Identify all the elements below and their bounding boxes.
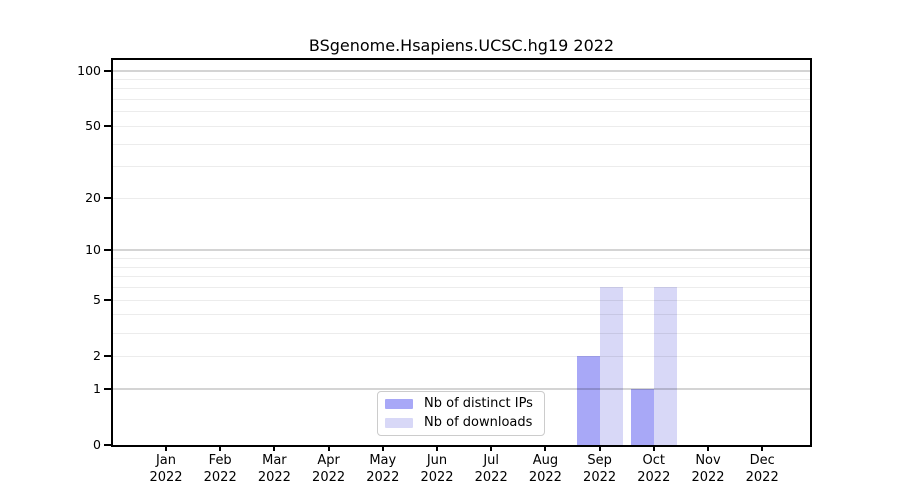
minor-gridline — [113, 143, 810, 145]
x-tick-label-month: Jun — [426, 453, 448, 468]
x-tick-label-month: Apr — [317, 453, 340, 468]
bar-nb-of-distinct-ips-oct — [630, 388, 654, 445]
x-tick — [707, 446, 709, 451]
x-tick-label-year: 2022 — [637, 470, 671, 485]
y-tick-label: 0 — [93, 437, 101, 452]
minor-gridline — [113, 125, 810, 127]
major-gridline — [113, 69, 810, 72]
legend-label-downloads: Nb of downloads — [424, 414, 533, 430]
y-tick-label: 100 — [77, 62, 101, 78]
bar-nb-of-distinct-ips-sep — [576, 355, 600, 445]
x-tick-label-month: Sep — [587, 453, 612, 468]
x-tick-label: Sep 2022 — [570, 452, 630, 486]
legend-swatch-distinct-ips-icon — [385, 399, 413, 410]
x-tick-label-year: 2022 — [691, 470, 725, 485]
y-tick-label: 1 — [93, 380, 101, 396]
y-tick-label: 10 — [85, 242, 101, 258]
minor-gridline — [113, 276, 810, 278]
x-tick-label-year: 2022 — [203, 470, 237, 485]
y-tick — [104, 387, 111, 390]
plot-inner-layer — [113, 60, 810, 445]
x-tick — [761, 446, 764, 451]
minor-gridline — [113, 299, 810, 301]
x-tick-label-year: 2022 — [420, 470, 454, 485]
x-tick — [598, 446, 601, 451]
y-tick — [104, 249, 111, 252]
y-tick-label: 5 — [93, 291, 101, 307]
x-tick-label: Feb 2022 — [190, 452, 250, 486]
x-tick — [381, 446, 384, 451]
x-tick-label: Jul 2022 — [461, 452, 521, 486]
minor-gridline — [113, 197, 810, 199]
y-tick — [104, 298, 111, 301]
bar-nb-of-downloads-oct — [653, 287, 677, 445]
x-tick-label: Jan 2022 — [136, 452, 196, 486]
minor-gridline — [113, 314, 810, 316]
minor-gridline — [113, 78, 810, 80]
x-tick-label: Dec 2022 — [732, 452, 792, 486]
y-tick-label: 20 — [85, 189, 101, 205]
x-tick — [544, 446, 547, 451]
x-tick-label: Aug 2022 — [515, 452, 575, 486]
major-gridline — [113, 387, 810, 390]
y-tick — [104, 354, 111, 357]
x-tick-label: Oct 2022 — [624, 452, 684, 486]
plot-area — [111, 58, 812, 447]
x-tick — [652, 446, 655, 451]
x-tick — [219, 446, 222, 451]
x-tick-label-month: Nov — [695, 453, 721, 468]
x-tick-label: Mar 2022 — [244, 452, 304, 486]
minor-gridline — [113, 88, 810, 90]
minor-gridline — [113, 166, 810, 168]
x-tick-label-month: May — [369, 453, 397, 468]
minor-gridline — [113, 258, 810, 260]
x-tick-label-year: 2022 — [583, 470, 617, 485]
y-tick-label: 50 — [85, 117, 101, 133]
y-tick — [104, 124, 111, 127]
x-tick-label-month: Feb — [208, 453, 232, 468]
x-tick-label-year: 2022 — [366, 470, 400, 485]
minor-gridline — [113, 287, 810, 289]
x-tick-label-year: 2022 — [745, 470, 779, 485]
legend: Nb of distinct IPs Nb of downloads — [377, 391, 545, 436]
y-tick-label: 2 — [93, 347, 101, 363]
legend-item-downloads: Nb of downloads — [385, 415, 538, 431]
x-tick-label-month: Aug — [532, 453, 559, 468]
legend-label-distinct-ips: Nb of distinct IPs — [424, 396, 533, 412]
minor-gridline — [113, 111, 810, 113]
legend-item-distinct-ips: Nb of distinct IPs — [385, 396, 538, 412]
minor-gridline — [113, 332, 810, 334]
x-tick — [273, 446, 276, 451]
major-gridline — [113, 249, 810, 252]
y-tick — [104, 196, 111, 199]
x-tick-label-year: 2022 — [474, 470, 508, 485]
x-tick-label-year: 2022 — [528, 470, 562, 485]
x-tick-label-month: Dec — [749, 453, 775, 468]
chart-title: BSgenome.Hsapiens.UCSC.hg19 2022 — [308, 36, 615, 55]
x-tick-label: Nov 2022 — [678, 452, 738, 486]
x-tick-label: Apr 2022 — [299, 452, 359, 486]
x-tick-label-month: Jul — [483, 453, 500, 468]
x-tick-label: Jun 2022 — [407, 452, 467, 486]
legend-swatch-downloads-icon — [385, 417, 413, 428]
x-tick — [165, 446, 167, 451]
minor-gridline — [113, 355, 810, 357]
x-tick — [436, 446, 438, 451]
x-tick-label-month: Jan — [155, 453, 177, 468]
minor-gridline — [113, 99, 810, 101]
x-tick-label: May 2022 — [353, 452, 413, 486]
x-tick — [327, 446, 330, 451]
x-tick-label-year: 2022 — [312, 470, 346, 485]
bar-nb-of-downloads-sep — [599, 287, 623, 445]
x-tick-label-year: 2022 — [149, 470, 183, 485]
x-tick-label-year: 2022 — [257, 470, 291, 485]
x-tick — [490, 446, 493, 451]
x-tick-label-month: Oct — [642, 453, 666, 468]
y-tick — [104, 444, 111, 446]
minor-gridline — [113, 266, 810, 268]
x-tick-label-month: Mar — [262, 453, 287, 468]
y-tick — [104, 69, 111, 72]
